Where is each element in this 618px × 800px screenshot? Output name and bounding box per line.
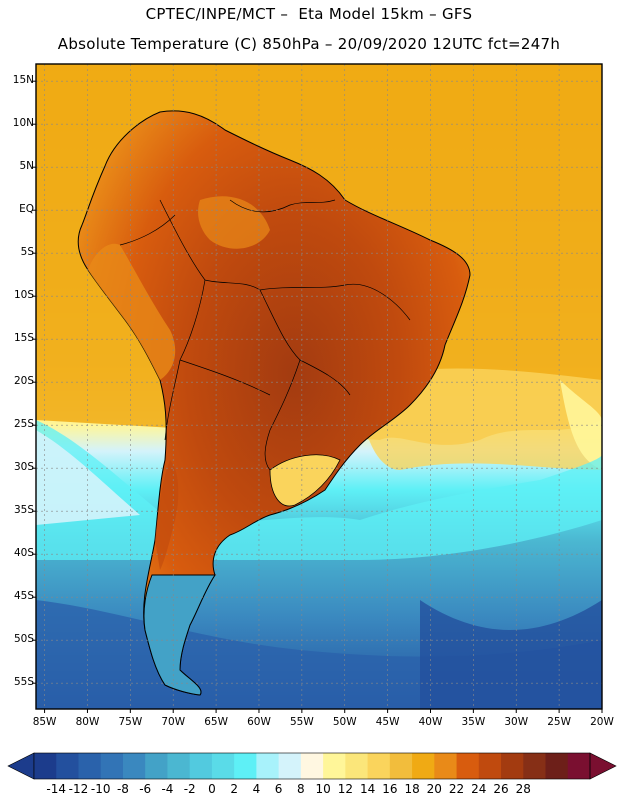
colorbar-label: 12 [337,782,353,796]
cold-front-pale [36,430,140,525]
colorbar-frame [33,752,591,780]
colorbar [7,752,617,780]
colorbar-swatch [345,753,369,779]
lat-label: 30S [13,461,34,474]
lat-label: 40S [13,547,34,560]
colorbar-swatch [122,753,146,779]
lon-label: 40W [418,716,443,728]
lat-label: 20S [13,375,34,388]
patagonia [143,574,216,696]
andes-south-hot [155,460,179,570]
grid-lines [36,64,603,709]
lon-label: 25W [547,716,571,728]
colorbar-swatch [567,753,591,779]
colorbar-swatch [323,753,346,779]
colorbar-label: -4 [161,782,174,796]
colorbar-swatch [478,753,502,779]
colorbar-swatch [412,753,435,779]
colorbar-swatch [167,753,191,779]
colorbar-swatch [501,753,524,779]
lon-label: 20W [590,716,614,728]
lat-label: 15N [12,74,34,87]
lon-label: 55W [289,716,314,728]
colorbar-label: -8 [116,782,129,796]
colorbar-label: -2 [183,782,196,796]
colorbar-label: -14 [46,782,67,796]
lat-label: EQ [19,203,34,216]
andes-orange [88,243,176,380]
colorbar-label: 26 [493,782,509,796]
lon-label: 80W [75,716,100,728]
country-borders [119,199,411,471]
colorbar-label: 10 [315,782,331,796]
lon-label: 75W [118,716,143,728]
colorbar-swatch [367,753,391,779]
lon-label: 70W [161,716,186,728]
map-frame [35,63,603,710]
colorbar-label: -10 [90,782,111,796]
colorbar-swatch [145,753,168,779]
lon-label: 60W [247,716,271,728]
lat-label: 45S [13,590,34,603]
lat-label: 15S [13,332,34,345]
map-title-line1: CPTEC/INPE/MCT – Eta Model 15km – GFS [145,5,473,23]
colorbar-label: 22 [448,782,465,796]
colorbar-swatch [234,753,257,779]
colorbar-label: 16 [382,782,398,796]
lat-label: 25S [13,418,34,431]
colorbar-swatch [278,753,302,779]
lat-label: 50S [13,633,34,646]
lat-label: 35S [13,504,34,517]
colorbar-label: 20 [426,782,442,796]
colorbar-label: 24 [471,782,487,796]
axis-ticks [32,80,603,713]
colorbar-label: 0 [208,782,216,796]
colorbar-swatch [256,753,280,779]
lat-label: 55S [13,676,34,689]
colorbar-swatch [211,753,235,779]
lat-label: 10N [12,117,34,130]
colorbar-label: 4 [252,782,261,796]
colorbar-swatch [78,753,102,779]
colorbar-low-arrow [7,752,35,780]
colorbar-swatch [34,753,57,779]
colorbar-label: 6 [274,782,283,796]
colorbar-swatch [523,753,547,779]
colorbar-label: -6 [139,782,152,796]
lat-label: 10S [13,289,34,302]
colorbar-label: 14 [359,782,376,796]
lon-label: 85W [32,716,57,728]
lon-label: 50W [332,716,357,728]
colorbar-swatch [389,753,413,779]
colorbar-label: 8 [297,782,305,796]
colorbar-label: -12 [68,782,89,796]
lon-label: 30W [504,716,529,728]
deep-cold-east [420,600,602,709]
uruguay-region [269,454,341,507]
map-title-line2: Absolute Temperature (C) 850hPa – 20/09/… [57,35,561,53]
colorbar-swatch [56,753,79,779]
lon-label: 45W [375,716,400,728]
colorbar-swatch [456,753,480,779]
colorbar-label: 18 [404,782,420,796]
colorbar-swatch [300,753,324,779]
colorbar-label: 2 [230,782,238,796]
colorbar-high-arrow [589,752,617,780]
colorbar-swatch [189,753,213,779]
colorbar-swatch [100,753,124,779]
colorbar-swatch [434,753,458,779]
lat-label: 5S [20,246,34,259]
lon-label: 35W [461,716,486,728]
colorbar-swatch [545,753,569,779]
colorbar-label: 28 [515,782,531,796]
lat-label: 5N [19,160,34,173]
lon-label: 65W [204,716,228,728]
